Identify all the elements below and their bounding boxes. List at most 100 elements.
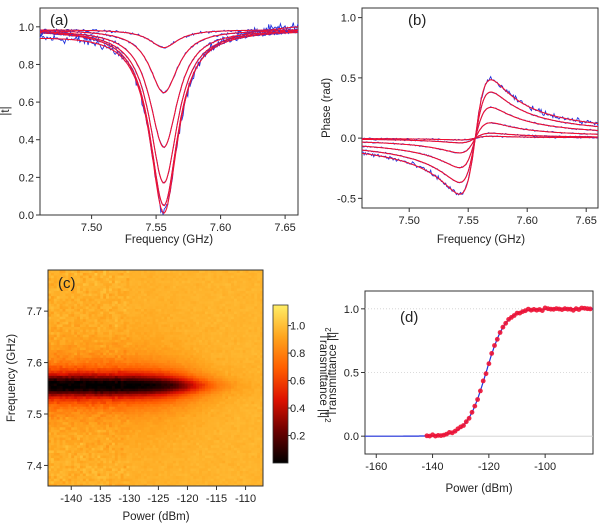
heatmap-cell	[48, 383, 52, 387]
heatmap-cell	[181, 303, 185, 307]
heatmap-cell	[103, 403, 107, 407]
heatmap-cell	[201, 339, 206, 343]
heatmap-cell	[100, 452, 104, 456]
heatmap-cell	[190, 457, 194, 461]
heatmap-cell	[155, 339, 159, 343]
heatmap-cell	[178, 396, 183, 399]
heatmap-cell	[152, 288, 156, 291]
heatmap-cell	[152, 316, 156, 320]
heatmap-cell	[77, 357, 81, 361]
heatmap-cell	[199, 442, 203, 446]
heatmap-cell	[199, 439, 203, 443]
heatmap-cell	[196, 277, 200, 281]
heatmap-cell	[77, 275, 81, 279]
heatmap-cell	[199, 478, 203, 482]
heatmap-cell	[123, 437, 127, 441]
heatmap-cell	[201, 403, 206, 407]
heatmap-cell	[79, 354, 84, 358]
heatmap-cell	[91, 370, 95, 374]
heatmap-cell	[155, 411, 159, 415]
heatmap-cell	[97, 367, 101, 371]
heatmap-cell	[216, 414, 220, 417]
heatmap-cell	[193, 455, 197, 459]
heatmap-cell	[53, 347, 58, 351]
heatmap-cell	[111, 344, 116, 348]
heatmap-cell	[175, 462, 180, 466]
heatmap-cell	[204, 457, 209, 461]
heatmap-cell	[172, 408, 177, 412]
heatmap-cell	[184, 478, 188, 482]
heatmap-cell	[172, 437, 177, 441]
heatmap-cell	[181, 316, 185, 320]
heatmap-cell	[71, 432, 75, 435]
heatmap-cell	[201, 360, 206, 363]
heatmap-cell	[62, 290, 66, 294]
heatmap-cell	[68, 367, 72, 371]
heatmap-cell	[71, 483, 75, 487]
heatmap-cell	[74, 416, 78, 420]
heatmap-cell	[210, 321, 215, 325]
heatmap-cell	[187, 388, 191, 392]
heatmap-cell	[207, 360, 212, 363]
heatmap-cell	[178, 457, 183, 461]
heatmap-cell	[53, 416, 58, 420]
heatmap-cell	[114, 362, 119, 366]
heatmap-cell	[199, 339, 203, 343]
heatmap-cell	[48, 349, 52, 353]
heatmap-cell	[88, 272, 92, 276]
heatmap-cell	[172, 336, 177, 340]
heatmap-cell	[178, 365, 183, 369]
heatmap-cell	[190, 452, 194, 456]
heatmap-cell	[109, 396, 113, 399]
heatmap-cell	[94, 383, 98, 387]
heatmap-cell	[100, 480, 104, 484]
heatmap-cell	[181, 347, 185, 351]
heatmap-cell	[135, 288, 139, 291]
heatmap-cell	[138, 360, 142, 363]
heatmap-cell	[175, 326, 180, 330]
heatmap-cell	[48, 331, 52, 335]
heatmap-cell	[158, 455, 162, 459]
heatmap-cell	[56, 272, 61, 276]
heatmap-cell	[155, 370, 159, 374]
heatmap-cell	[109, 439, 113, 443]
heatmap-cell	[120, 306, 124, 309]
heatmap-cell	[184, 426, 188, 430]
heatmap-cell	[126, 298, 130, 302]
heatmap-cell	[71, 321, 75, 325]
heatmap-cell	[138, 285, 142, 289]
heatmap-cell	[111, 303, 116, 307]
heatmap-cell	[199, 426, 203, 430]
panel-b-xtick-label: 7.65	[575, 215, 596, 227]
heatmap-cell	[100, 285, 104, 289]
heatmap-cell	[65, 444, 69, 448]
heatmap-cell	[204, 460, 209, 464]
heatmap-cell	[172, 303, 177, 307]
heatmap-cell	[109, 383, 113, 387]
heatmap-cell	[216, 383, 220, 387]
heatmap-cell	[126, 393, 130, 397]
heatmap-cell	[199, 326, 203, 330]
heatmap-cell	[161, 349, 165, 353]
heatmap-cell	[170, 444, 174, 448]
heatmap-cell	[178, 483, 183, 487]
heatmap-cell	[129, 403, 133, 407]
heatmap-cell	[88, 293, 92, 297]
heatmap-cell	[170, 393, 174, 397]
heatmap-cell	[184, 383, 188, 387]
heatmap-cell	[164, 293, 168, 297]
heatmap-cell	[111, 352, 116, 356]
heatmap-cell	[123, 475, 127, 479]
heatmap-cell	[146, 336, 151, 340]
heatmap-cell	[50, 398, 55, 402]
heatmap-cell	[175, 342, 180, 345]
heatmap-cell	[129, 460, 133, 464]
heatmap-cell	[50, 468, 55, 471]
heatmap-cell	[143, 300, 148, 304]
heatmap-cell	[109, 275, 113, 279]
heatmap-cell	[77, 329, 81, 333]
heatmap-cell	[155, 406, 159, 410]
heatmap-cell	[132, 360, 136, 363]
heatmap-cell	[74, 362, 78, 366]
heatmap-cell	[82, 277, 87, 281]
